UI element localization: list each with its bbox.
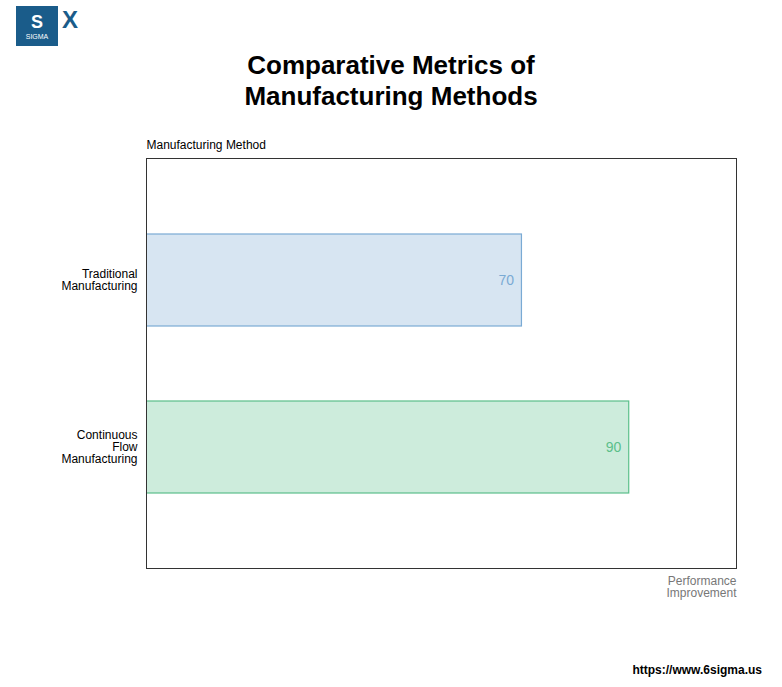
svg-text:PerformanceImprovement: PerformanceImprovement	[666, 574, 737, 600]
svg-text:70: 70	[498, 272, 514, 288]
html-text:https://www.6sigma.us: https://www.6sigma.us	[632, 663, 762, 677]
html-text:Comparative Metrics of Manufac: Comparative Metrics of Manufacturing Met…	[244, 50, 538, 112]
svg-text:90: 90	[606, 439, 622, 455]
svg-text:TraditionalManufacturing: TraditionalManufacturing	[61, 268, 137, 294]
svg-text:Manufacturing Method: Manufacturing Method	[147, 138, 266, 152]
html-text:S: S	[31, 11, 43, 32]
html-text:SIGMA: SIGMA	[25, 32, 49, 40]
html-text:X: X	[62, 6, 78, 33]
svg-text:ContinuousFlowManufacturing: ContinuousFlowManufacturing	[61, 429, 137, 467]
